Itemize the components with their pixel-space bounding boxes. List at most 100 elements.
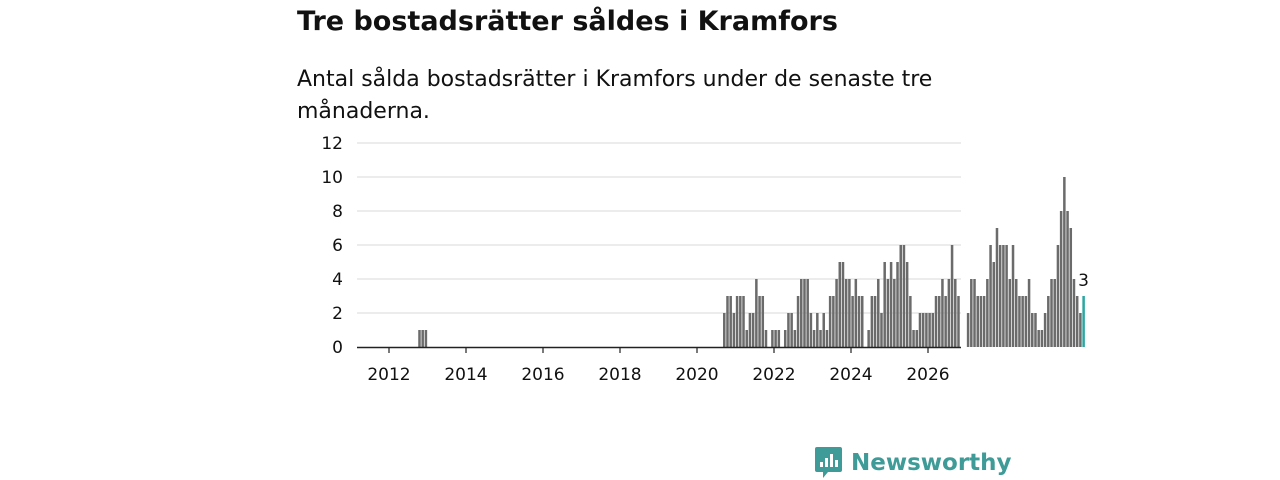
- bar: [886, 279, 890, 347]
- bar: [973, 279, 976, 347]
- bar: [803, 279, 806, 347]
- bar: [1053, 279, 1056, 347]
- bar: [761, 296, 765, 347]
- newsworthy-logo: Newsworthy: [814, 446, 1012, 479]
- bar: [896, 262, 899, 347]
- bar: [764, 330, 768, 347]
- x-tick-label: 2022: [752, 365, 795, 385]
- bar: [790, 313, 793, 347]
- bar: [1050, 279, 1053, 347]
- bar: [925, 313, 928, 347]
- bar: [755, 279, 758, 347]
- bar: [822, 313, 825, 347]
- y-tick-label: 2: [332, 304, 343, 324]
- bar: [828, 296, 832, 347]
- bar: [982, 296, 986, 347]
- y-tick-label: 10: [321, 168, 343, 188]
- bar: [841, 262, 845, 347]
- y-tick-label: 0: [332, 338, 343, 358]
- bar: [966, 313, 970, 347]
- bar: [944, 296, 947, 347]
- bar: [937, 296, 941, 347]
- newsworthy-logo-text: Newsworthy: [851, 449, 1012, 476]
- bar: [857, 296, 861, 347]
- bar: [819, 330, 822, 347]
- bar: [1014, 279, 1018, 347]
- gridlines: [357, 142, 961, 314]
- bar: [921, 313, 925, 347]
- bar: [1002, 245, 1005, 347]
- bar: [812, 330, 816, 347]
- bar: [883, 262, 886, 347]
- bar: [1069, 228, 1073, 347]
- bar: [860, 296, 864, 347]
- bar: [848, 279, 851, 347]
- bar: [995, 228, 999, 347]
- bar: [1031, 313, 1034, 347]
- bar: [735, 296, 739, 347]
- bar: [1021, 296, 1024, 347]
- bar: [1005, 245, 1008, 347]
- x-tick-label: 2012: [367, 365, 410, 385]
- bar: [934, 296, 938, 347]
- bar: [1056, 245, 1060, 347]
- x-axis-ticks: 2012 2014 2016 2018 2020 2022 2024 2026: [367, 347, 950, 385]
- bar: [758, 296, 761, 347]
- bar: [745, 330, 748, 347]
- bar: [723, 313, 726, 347]
- y-tick-label: 4: [332, 270, 343, 290]
- bar: [783, 330, 787, 347]
- x-tick-label: 2020: [675, 365, 718, 385]
- bar: [880, 313, 883, 347]
- bar: [1027, 279, 1031, 347]
- chart-title: Tre bostadsrätter såldes i Kramfors: [297, 6, 838, 37]
- bar: [957, 296, 960, 347]
- y-tick-label: 8: [332, 202, 343, 222]
- bar: [915, 330, 919, 347]
- bar: [854, 279, 858, 347]
- bar: [1047, 296, 1050, 347]
- y-tick-label: 12: [321, 134, 343, 154]
- bar: [774, 330, 777, 347]
- bar: [928, 313, 931, 347]
- bar: [873, 296, 877, 347]
- newsworthy-logo-icon: [815, 447, 842, 478]
- bar: [918, 313, 922, 347]
- bar: [889, 262, 893, 347]
- bar: [825, 330, 829, 347]
- bar: [998, 245, 1002, 347]
- bar: [748, 313, 752, 347]
- bar: [954, 279, 957, 347]
- bar: [1059, 211, 1063, 347]
- bar: [806, 279, 809, 347]
- bar: [835, 279, 838, 347]
- y-tick-label: 6: [332, 236, 343, 256]
- x-tick-label: 2018: [598, 365, 641, 385]
- bar: [418, 330, 421, 347]
- bar: [844, 279, 848, 347]
- bar: [893, 279, 896, 347]
- bar: [809, 313, 813, 347]
- bar: [986, 279, 989, 347]
- bar: [970, 279, 973, 347]
- bar: [1066, 211, 1069, 347]
- bar: [912, 330, 915, 347]
- bar: [1079, 313, 1082, 347]
- bar: [739, 296, 742, 347]
- bar: [902, 245, 906, 347]
- bar: [1043, 313, 1047, 347]
- bar: [867, 330, 870, 347]
- bar: [424, 330, 428, 347]
- bar: [870, 296, 874, 347]
- bar: [941, 279, 944, 347]
- bar: [726, 296, 729, 347]
- bar: [742, 296, 745, 347]
- bar: [909, 296, 912, 347]
- chart-subtitle: Antal sålda bostadsrätter i Kramfors und…: [297, 67, 933, 124]
- bar: [1024, 296, 1028, 347]
- bar: [877, 279, 880, 347]
- bar: [796, 296, 800, 347]
- bar-latest: [1082, 296, 1085, 347]
- bar: [1008, 279, 1012, 347]
